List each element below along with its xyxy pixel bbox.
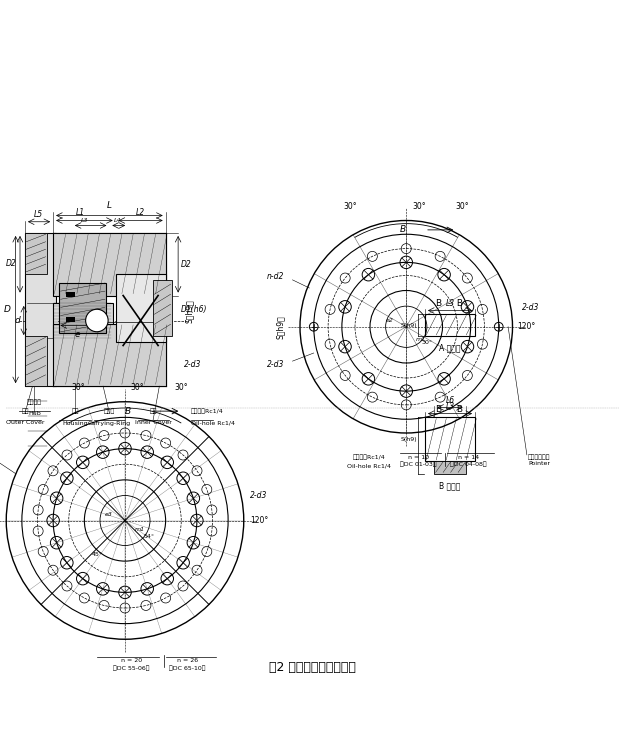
- Text: D1(h6): D1(h6): [181, 305, 208, 313]
- Text: B  -  B: B - B: [436, 299, 464, 308]
- Text: S（h9）: S（h9）: [276, 315, 284, 339]
- Text: （DC 55-06）: （DC 55-06）: [113, 665, 149, 671]
- Text: L: L: [107, 202, 112, 210]
- Text: n = 14: n = 14: [458, 455, 479, 460]
- Text: n = 10: n = 10: [408, 455, 429, 460]
- Text: 30°: 30°: [131, 383, 144, 393]
- Bar: [66, 292, 75, 296]
- Text: 半联轴器: 半联轴器: [27, 399, 42, 405]
- Text: m1: m1: [134, 528, 144, 532]
- Text: B  -  B: B - B: [436, 405, 464, 414]
- Text: 30°: 30°: [71, 383, 85, 393]
- Text: 30°: 30°: [456, 202, 469, 211]
- Text: L3: L3: [446, 402, 454, 411]
- Text: 外壳: 外壳: [71, 408, 79, 414]
- Polygon shape: [25, 233, 56, 386]
- Polygon shape: [425, 314, 475, 336]
- Text: 图2 联轴器的结构和尺寸: 图2 联轴器的结构和尺寸: [269, 661, 356, 674]
- Text: Hub: Hub: [28, 411, 41, 416]
- Text: 外盖: 外盖: [21, 408, 29, 414]
- Circle shape: [86, 309, 108, 332]
- Text: 120°: 120°: [518, 322, 536, 331]
- Text: 润滑油孔Rc1/4: 润滑油孔Rc1/4: [191, 408, 223, 414]
- Text: L2: L2: [136, 208, 145, 217]
- Text: 2-d3: 2-d3: [250, 491, 268, 500]
- Text: Housing: Housing: [62, 420, 88, 425]
- Text: Outer Cover: Outer Cover: [6, 420, 44, 425]
- Text: L4: L4: [114, 218, 121, 223]
- Text: D2: D2: [181, 260, 192, 269]
- Text: 2-d3: 2-d3: [267, 359, 284, 369]
- Text: B: B: [400, 225, 406, 234]
- Text: e2: e2: [386, 318, 394, 323]
- Polygon shape: [53, 303, 112, 338]
- Text: 2-d3: 2-d3: [522, 304, 539, 313]
- Text: 30°: 30°: [422, 340, 433, 345]
- Bar: [66, 316, 75, 322]
- Text: （DC 04-08）: （DC 04-08）: [451, 461, 487, 467]
- Text: L3: L3: [446, 299, 454, 308]
- Polygon shape: [116, 273, 166, 342]
- Text: 30°: 30°: [174, 383, 188, 393]
- Polygon shape: [53, 233, 166, 296]
- Text: 30°: 30°: [343, 202, 357, 211]
- Text: （DC 65-10）: （DC 65-10）: [169, 665, 206, 671]
- Text: L6: L6: [446, 396, 454, 405]
- Text: （DC 01-03）: （DC 01-03）: [401, 461, 437, 467]
- Text: Pointer: Pointer: [528, 461, 550, 466]
- Text: Oil-hole Rc1/4: Oil-hole Rc1/4: [347, 463, 391, 468]
- Text: d: d: [15, 316, 21, 325]
- Polygon shape: [425, 417, 475, 461]
- Text: 内盖: 内盖: [149, 408, 157, 414]
- Text: S（h9）: S（h9）: [184, 299, 193, 323]
- Text: B: B: [125, 407, 131, 416]
- Text: n-d2: n-d2: [267, 272, 284, 282]
- Text: 2-d3: 2-d3: [184, 359, 202, 369]
- Text: n = 20: n = 20: [121, 658, 142, 663]
- Polygon shape: [59, 283, 106, 333]
- Text: Inner Cover: Inner Cover: [135, 420, 171, 425]
- Text: L1: L1: [76, 208, 84, 217]
- Text: L3: L3: [81, 218, 88, 223]
- Polygon shape: [434, 460, 466, 473]
- Text: 54°: 54°: [144, 534, 155, 539]
- Polygon shape: [25, 336, 47, 386]
- Text: L5: L5: [34, 210, 43, 219]
- Text: n = 26: n = 26: [177, 658, 198, 663]
- Text: 润滑油孔Rc1/4: 润滑油孔Rc1/4: [352, 455, 385, 460]
- Polygon shape: [153, 280, 172, 336]
- Polygon shape: [25, 233, 47, 273]
- Text: Oil-hole Rc1/4: Oil-hole Rc1/4: [191, 420, 234, 425]
- Text: e: e: [74, 330, 79, 339]
- Text: Carrying-Ring: Carrying-Ring: [88, 420, 131, 425]
- Text: B 型结构: B 型结构: [439, 481, 461, 490]
- Polygon shape: [53, 324, 166, 386]
- Text: D2: D2: [6, 259, 17, 268]
- Text: A 型结构: A 型结构: [439, 344, 461, 353]
- Text: D: D: [4, 305, 11, 313]
- Text: 承载环: 承载环: [104, 408, 115, 414]
- Text: S(h9): S(h9): [400, 323, 417, 328]
- Text: 定位磨损指针: 定位磨损指针: [528, 455, 551, 460]
- Text: e3: e3: [104, 512, 112, 516]
- Text: 120°: 120°: [250, 516, 268, 525]
- Text: m1: m1: [416, 336, 426, 342]
- Text: 30°: 30°: [412, 202, 426, 211]
- Text: 45°: 45°: [92, 552, 103, 557]
- Text: S(h9): S(h9): [400, 436, 417, 442]
